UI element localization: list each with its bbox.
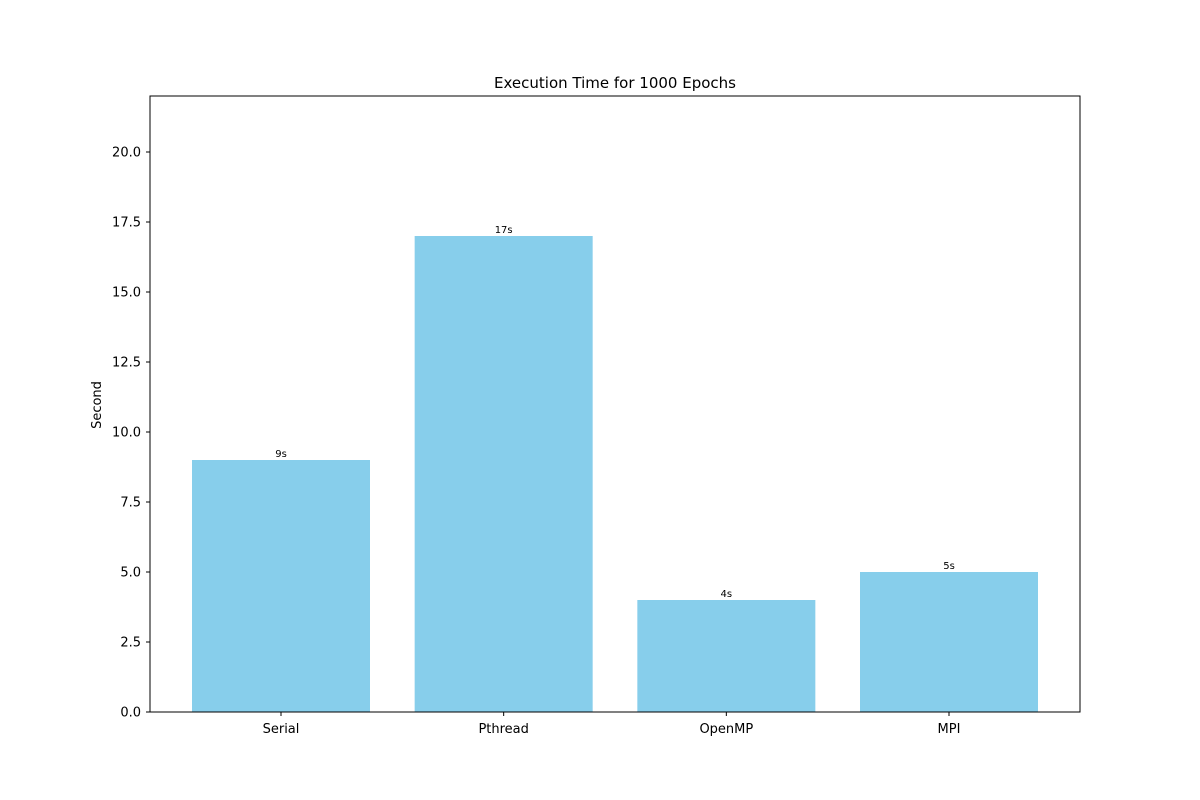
x-axis: Serial Pthread OpenMP MPI <box>263 712 961 737</box>
bar-openmp <box>637 600 816 712</box>
y-tick-label: 20.0 <box>112 146 141 161</box>
y-tick-label: 0.0 <box>120 706 141 721</box>
y-tick-label: 10.0 <box>112 426 141 441</box>
bar-serial <box>192 460 370 712</box>
y-tick-label: 17.5 <box>112 216 141 231</box>
bar-value-label: 4s <box>721 589 733 600</box>
bar-pthread <box>414 236 593 712</box>
bar-value-label: 5s <box>943 561 955 572</box>
x-tick-label: Pthread <box>478 722 528 737</box>
bar-labels-layer: 9s 17s 4s 5s <box>275 225 955 600</box>
y-axis-label: Second <box>90 381 105 429</box>
y-tick-label: 5.0 <box>120 566 141 581</box>
y-tick-label: 12.5 <box>112 356 141 371</box>
x-tick-label: MPI <box>938 722 961 737</box>
bar-value-label: 17s <box>495 225 513 236</box>
bars-layer <box>192 236 1038 712</box>
bar-mpi <box>860 572 1038 712</box>
plot-frame <box>149 95 1081 713</box>
x-tick-label: OpenMP <box>699 722 753 737</box>
y-tick-label: 2.5 <box>120 636 141 651</box>
y-tick-label: 15.0 <box>112 286 141 301</box>
y-tick-label: 7.5 <box>120 496 141 511</box>
x-tick-label: Serial <box>263 722 300 737</box>
bar-value-label: 9s <box>275 449 287 460</box>
y-axis: 0.0 2.5 5.0 7.5 10.0 12.5 15.0 17.5 20.0 <box>112 146 150 721</box>
chart-title: Execution Time for 1000 Epochs <box>494 74 736 92</box>
